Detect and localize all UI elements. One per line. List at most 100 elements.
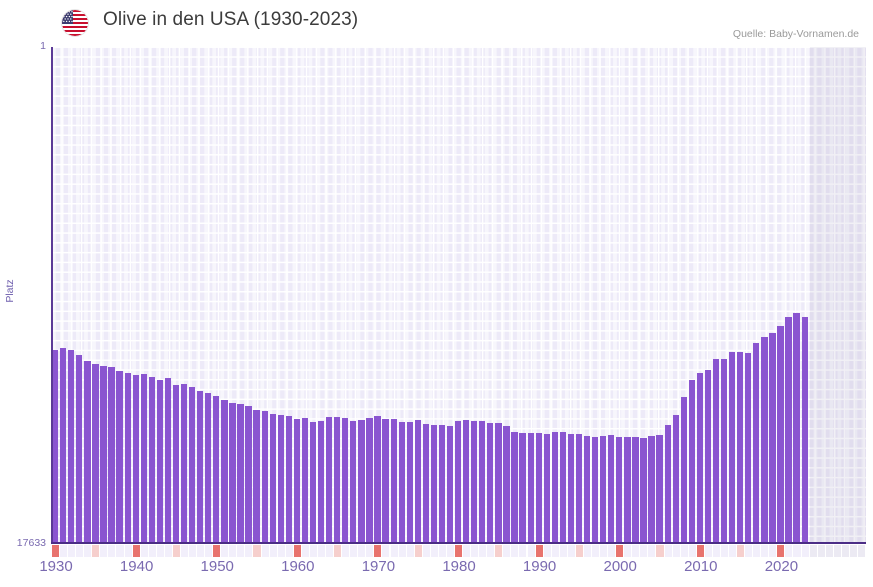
decade-strip-cell	[132, 545, 141, 557]
bar	[664, 424, 671, 543]
decade-strip-cell	[229, 545, 238, 557]
bar	[261, 410, 268, 543]
decade-strip-cell	[543, 545, 552, 557]
bar	[543, 433, 550, 543]
bar	[189, 387, 196, 543]
y-axis-tick-bottom: 17633	[16, 537, 46, 549]
decade-strip-cell	[326, 545, 335, 557]
y-axis-tick-top: 1	[40, 40, 46, 52]
decade-strip-cell	[616, 545, 625, 557]
bar	[293, 419, 301, 543]
decade-strip-cell	[712, 545, 721, 557]
decade-strip-cell	[737, 545, 746, 557]
decade-strip-cell	[591, 545, 601, 557]
decade-strip-cell	[390, 545, 399, 557]
bar	[551, 432, 558, 543]
decade-strip-cell	[519, 545, 528, 557]
y-axis-title: Platz	[4, 279, 16, 303]
bar	[253, 409, 260, 543]
decade-strip-cell	[857, 545, 866, 557]
decade-strip-cell	[600, 545, 609, 557]
bar	[769, 332, 776, 543]
bar	[422, 423, 429, 543]
decade-strip-cell	[156, 545, 165, 557]
bar	[374, 416, 381, 543]
bar	[350, 420, 357, 543]
decade-strip-cell	[172, 545, 181, 557]
bar	[438, 425, 446, 543]
bar	[382, 419, 389, 543]
decade-strip-cell	[454, 545, 464, 557]
decade-strip-cell	[180, 545, 189, 557]
us-flag-icon	[62, 10, 88, 36]
decade-strip-cell	[285, 545, 294, 557]
x-axis-tick-2010: 2010	[684, 558, 718, 575]
decade-strip-cell	[422, 545, 431, 557]
decade-strip-cell	[334, 545, 343, 557]
decade-strip-cell	[624, 545, 633, 557]
bar-series	[52, 47, 866, 543]
decade-strip-cell	[301, 545, 310, 557]
decade-strip-cell	[277, 545, 286, 557]
decade-strip-cell	[680, 545, 689, 557]
bar	[463, 420, 470, 543]
bar	[205, 393, 212, 543]
bar	[148, 377, 155, 543]
bar	[406, 422, 413, 543]
x-axis-tick-1990: 1990	[522, 558, 557, 575]
x-axis-tick-1960: 1960	[281, 558, 315, 575]
decade-strip-cell	[237, 545, 246, 557]
bar	[76, 355, 83, 543]
bar	[366, 417, 373, 543]
decade-strip-cell	[583, 545, 592, 557]
bar	[696, 373, 704, 543]
bar	[567, 434, 575, 543]
chart-plot-area	[51, 47, 866, 544]
decade-strip-cell	[92, 545, 101, 557]
decade-strip-cell	[688, 545, 697, 557]
bar	[793, 313, 800, 543]
bar	[737, 352, 744, 543]
bar	[720, 358, 728, 543]
decade-strip-cell	[76, 545, 85, 557]
decade-strip-cell	[52, 545, 61, 557]
decade-strip-cell	[487, 545, 496, 557]
decade-strip-cell	[728, 545, 738, 557]
bar	[656, 435, 663, 543]
decade-strip-cell	[793, 545, 802, 557]
decade-strip-cell	[68, 545, 77, 557]
source-attribution: Quelle: Baby-Vornamen.de	[732, 28, 859, 40]
bar	[785, 316, 792, 543]
decade-strip-cell	[567, 545, 576, 557]
bar	[487, 423, 494, 543]
y-axis-line	[51, 47, 53, 543]
decade-strip-cell	[60, 545, 69, 557]
bar	[124, 372, 131, 543]
decade-strip-cell	[197, 545, 206, 557]
bar	[648, 436, 655, 543]
bar	[277, 415, 284, 543]
bar	[140, 373, 147, 543]
decade-strip-cell	[84, 545, 93, 557]
bar	[430, 425, 438, 543]
decade-strip-cell	[672, 545, 681, 557]
bar	[479, 421, 486, 543]
bar	[213, 395, 220, 543]
decade-strip-cell	[575, 545, 584, 557]
bar	[84, 360, 91, 543]
bar	[221, 400, 228, 543]
bar	[801, 317, 808, 543]
bar	[503, 425, 510, 543]
bar	[68, 350, 75, 543]
decade-strip-cell	[777, 545, 786, 557]
decade-strip-cell	[833, 545, 842, 557]
decade-strip-cell	[309, 545, 318, 557]
bar	[559, 432, 567, 543]
decade-strip-cell	[471, 545, 480, 557]
decade-strip-cell	[696, 545, 705, 557]
bar	[583, 436, 591, 543]
x-axis-tick-1930: 1930	[39, 558, 73, 575]
decade-strip-cell	[801, 545, 810, 557]
decade-strip-cell	[817, 545, 826, 557]
bar	[640, 438, 647, 543]
